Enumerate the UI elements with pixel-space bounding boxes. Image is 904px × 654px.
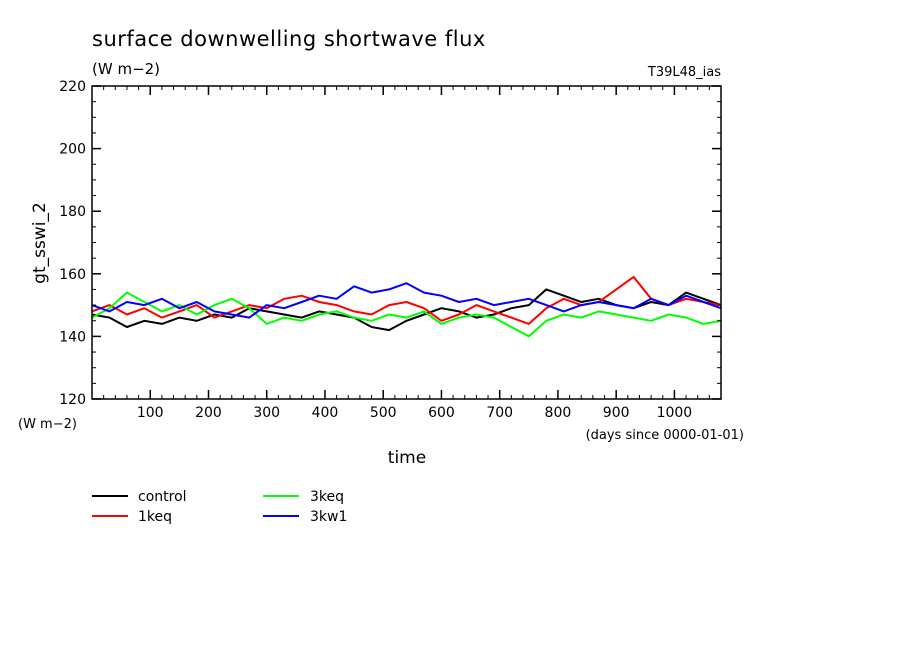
series-layer	[91, 275, 722, 338]
legend: control 1keq 3keq 3kw1	[92, 489, 347, 525]
x-tick-label: 1000	[657, 405, 693, 421]
y-tick-label: 140	[59, 329, 86, 345]
y-tick-label: 180	[59, 204, 86, 220]
y-tick-label: 220	[59, 79, 86, 95]
x-tick-label: 100	[137, 405, 164, 421]
x-tick-label: 800	[545, 405, 572, 421]
legend-label-1keq: 1keq	[138, 509, 172, 525]
legend-label-control: control	[138, 489, 187, 505]
x-axis-units: (days since 0000-01-01)	[586, 428, 744, 443]
x-tick-label: 200	[195, 405, 222, 421]
legend-label-3kw1: 3kw1	[310, 509, 347, 525]
legend-label-3keq: 3keq	[310, 489, 344, 505]
x-tick-label: 700	[486, 405, 513, 421]
y-tick-label: 200	[59, 142, 86, 158]
plot-frame	[91, 85, 722, 400]
series-line-1keq	[91, 275, 722, 325]
chart-title: surface downwelling shortwave flux	[92, 27, 486, 51]
series-line-3keq	[91, 291, 722, 338]
x-tick-label: 400	[312, 405, 339, 421]
y-tick-label: 160	[59, 267, 86, 283]
run-id: T39L48_ias	[647, 65, 721, 80]
y-axis-units: (W m−2)	[18, 417, 77, 432]
series-line-3kw1	[91, 282, 722, 319]
x-tick-label: 900	[603, 405, 630, 421]
ticks-layer: 100 200 300 400 500 600 700 800 900 1000 120 140 160…	[59, 79, 721, 421]
x-tick-label: 300	[253, 405, 280, 421]
y-axis-label: gt_sswi_2	[30, 202, 50, 284]
chart-units: (W m−2)	[92, 60, 160, 78]
x-tick-label: 600	[428, 405, 455, 421]
x-axis-label: time	[388, 448, 426, 468]
y-tick-label: 120	[59, 392, 86, 408]
x-tick-label: 500	[370, 405, 397, 421]
